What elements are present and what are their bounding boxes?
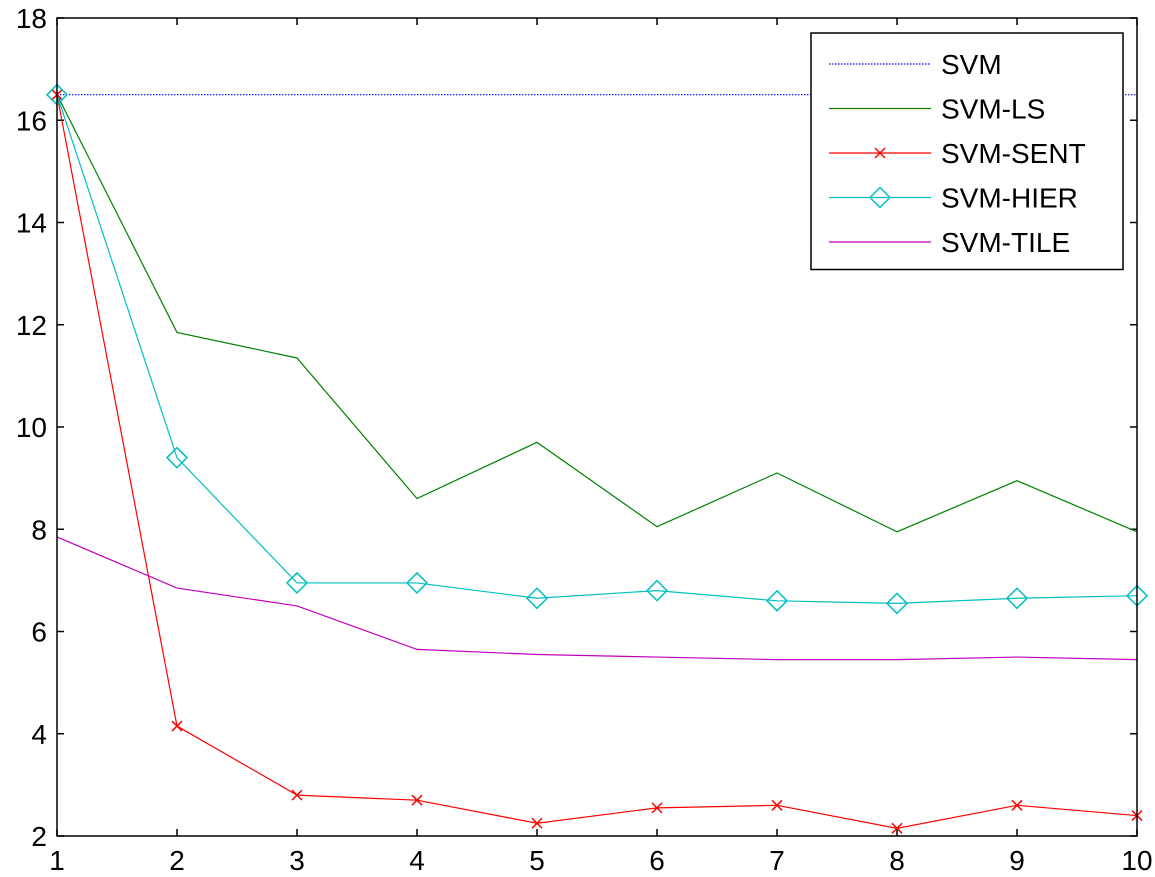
marker-stroke [531, 817, 543, 829]
data-point [885, 592, 909, 615]
series-line [56, 536, 1138, 661]
data-point [291, 789, 303, 801]
y-tick-label: 4 [31, 719, 47, 750]
y-tick-label: 6 [31, 617, 47, 648]
series-svm-tile [56, 536, 1138, 661]
data-point [171, 720, 183, 732]
plot-frame [56, 17, 1138, 837]
data-point [531, 817, 543, 829]
series-line [56, 94, 1138, 829]
legend-label: SVM-TILE [941, 227, 1070, 258]
data-point [1011, 799, 1023, 811]
series-line [56, 94, 1138, 604]
legend-item: SVM [829, 49, 1002, 80]
marker-stroke [891, 822, 903, 834]
series-line [56, 94, 1138, 533]
series-svm-ls [56, 94, 1138, 533]
marker-stroke [291, 789, 303, 801]
y-tick-label: 2 [31, 821, 47, 852]
data-point [165, 446, 189, 469]
series-layer [45, 83, 1149, 834]
marker-stroke [651, 802, 663, 814]
marker-stroke [1011, 799, 1023, 811]
legend-item: SVM-HIER [829, 183, 1078, 214]
legend-item: SVM-SENT [829, 138, 1086, 169]
legend: SVM SVM-LS SVM-SENT SVM-HIER SVM-TILE [810, 32, 1124, 271]
legend-item: SVM-LS [829, 94, 1045, 125]
data-point [651, 802, 663, 814]
x-tick-label: 5 [529, 845, 545, 876]
data-point [1005, 587, 1029, 610]
legend-item: SVM-TILE [829, 227, 1070, 258]
x-tick-label: 1 [49, 845, 65, 876]
y-tick-label: 18 [16, 3, 47, 34]
data-point [285, 571, 309, 594]
y-tick-label: 10 [16, 412, 47, 443]
legend-label: SVM-LS [941, 94, 1045, 125]
data-point [645, 579, 669, 602]
legend-label: SVM-SENT [941, 138, 1086, 169]
data-point [771, 799, 783, 811]
marker-stroke [874, 147, 886, 159]
series-svm-hier [45, 83, 1149, 615]
y-tick-label: 12 [16, 310, 47, 341]
data-point [525, 587, 549, 610]
y-tick-label: 8 [31, 514, 47, 545]
legend-label: SVM-HIER [941, 183, 1078, 214]
legend-marker [868, 186, 892, 209]
data-point [765, 589, 789, 612]
marker-stroke [411, 794, 423, 806]
x-tick-label: 2 [169, 845, 185, 876]
y-tick-label: 16 [16, 105, 47, 136]
x-tick-label: 9 [1009, 845, 1025, 876]
data-point [405, 571, 429, 594]
x-tick-label: 10 [1121, 845, 1152, 876]
data-point [891, 822, 903, 834]
data-point [411, 794, 423, 806]
legend-box [810, 32, 1124, 271]
marker-stroke [771, 799, 783, 811]
legend-label: SVM [941, 49, 1002, 80]
marker-stroke [171, 720, 183, 732]
x-tick-label: 7 [769, 845, 785, 876]
x-tick-label: 3 [289, 845, 305, 876]
x-tick-label: 8 [889, 845, 905, 876]
legend-marker [874, 147, 886, 159]
y-tick-label: 14 [16, 208, 47, 239]
x-tick-label: 6 [649, 845, 665, 876]
x-tick-label: 4 [409, 845, 425, 876]
